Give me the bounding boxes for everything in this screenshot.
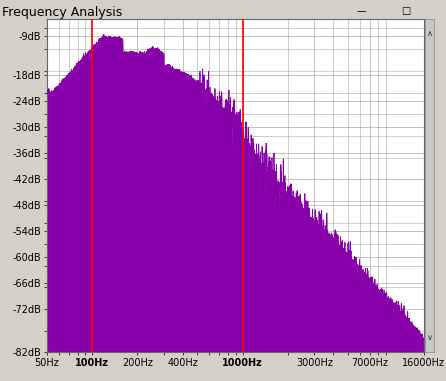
Text: ∨: ∨: [426, 333, 433, 343]
Text: Frequency Analysis: Frequency Analysis: [2, 6, 123, 19]
Text: —: —: [357, 6, 367, 16]
Text: □: □: [401, 6, 411, 16]
Text: ∧: ∧: [426, 29, 433, 38]
